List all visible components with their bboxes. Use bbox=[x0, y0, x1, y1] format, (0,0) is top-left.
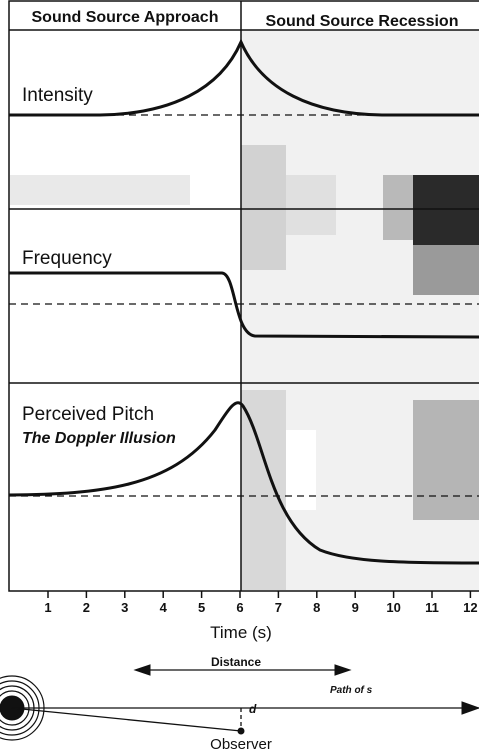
frequency-curve bbox=[9, 271, 479, 339]
d-label: d bbox=[249, 702, 257, 716]
tick-label: 3 bbox=[121, 600, 128, 615]
header-right: Sound Source Recession bbox=[266, 13, 459, 30]
tick-label: 8 bbox=[313, 600, 320, 615]
observer-label: Observer bbox=[210, 736, 272, 753]
panel-label: Frequency bbox=[22, 248, 112, 269]
tick-label: 1 bbox=[44, 600, 51, 615]
tick-label: 5 bbox=[198, 600, 205, 615]
tick-label: 2 bbox=[83, 600, 90, 615]
tick-label: 11 bbox=[425, 600, 439, 615]
panel-label: Intensity bbox=[22, 85, 93, 106]
tick-label: 6 bbox=[236, 600, 243, 615]
tick-label: 4 bbox=[160, 600, 168, 615]
path-label: Path of s bbox=[330, 685, 373, 696]
frame bbox=[8, 0, 479, 592]
panel-label: Perceived Pitch bbox=[22, 404, 154, 425]
time-ticks: 1 2 3 4 5 6 7 8 9 10 11 12 bbox=[44, 591, 478, 615]
distance-label: Distance bbox=[211, 655, 261, 669]
header-left: Sound Source Approach bbox=[32, 9, 219, 26]
geometry bbox=[0, 664, 479, 741]
tick-label: 9 bbox=[352, 600, 359, 615]
intensity-curve bbox=[9, 38, 479, 117]
pitch-curve bbox=[8, 401, 479, 565]
background-texture bbox=[10, 30, 479, 590]
tick-label: 12 bbox=[463, 600, 477, 615]
curves bbox=[8, 38, 479, 565]
tick-label: 7 bbox=[275, 600, 282, 615]
tick-label: 10 bbox=[386, 600, 400, 615]
panel-sublabel: The Doppler Illusion bbox=[22, 430, 176, 447]
axis-title: Time (s) bbox=[210, 623, 272, 642]
